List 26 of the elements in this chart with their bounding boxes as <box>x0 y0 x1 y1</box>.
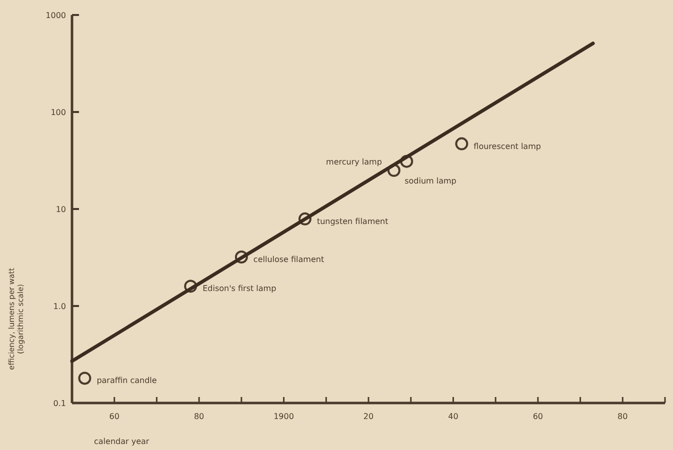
x-axis-title: calendar year <box>94 437 150 446</box>
point <box>78 372 92 385</box>
y-tick-label: 0.1 <box>53 398 66 408</box>
point <box>234 250 248 264</box>
y-tick-label: 1.0 <box>53 302 66 311</box>
annotation: flourescent lamp <box>474 142 541 151</box>
annotation: cellulose filament <box>253 255 324 264</box>
x-tick-label: 60 <box>532 412 544 421</box>
x-tick-label: 1900 <box>274 412 294 421</box>
point <box>298 212 312 226</box>
x-tick-label: 80 <box>194 412 204 421</box>
x-tick-label: 80 <box>618 412 628 421</box>
x-tick-label: 60 <box>109 412 120 421</box>
x-tick-label: 40 <box>448 412 458 421</box>
y-tick-label: 1000 <box>46 10 66 20</box>
x-tick-label: 20 <box>363 412 374 421</box>
point <box>184 280 198 293</box>
point <box>455 137 468 150</box>
annotation: Edison's first lamp <box>202 284 276 294</box>
y-tick-label: 10 <box>56 204 66 214</box>
annotation: paraffin candle <box>96 376 157 386</box>
y-tick-label: 100 <box>50 108 66 117</box>
annotation: tungsten filament <box>316 216 388 226</box>
annotation: mercury lamp <box>326 157 382 166</box>
point <box>400 154 414 168</box>
annotation: sodium lamp <box>404 176 456 186</box>
